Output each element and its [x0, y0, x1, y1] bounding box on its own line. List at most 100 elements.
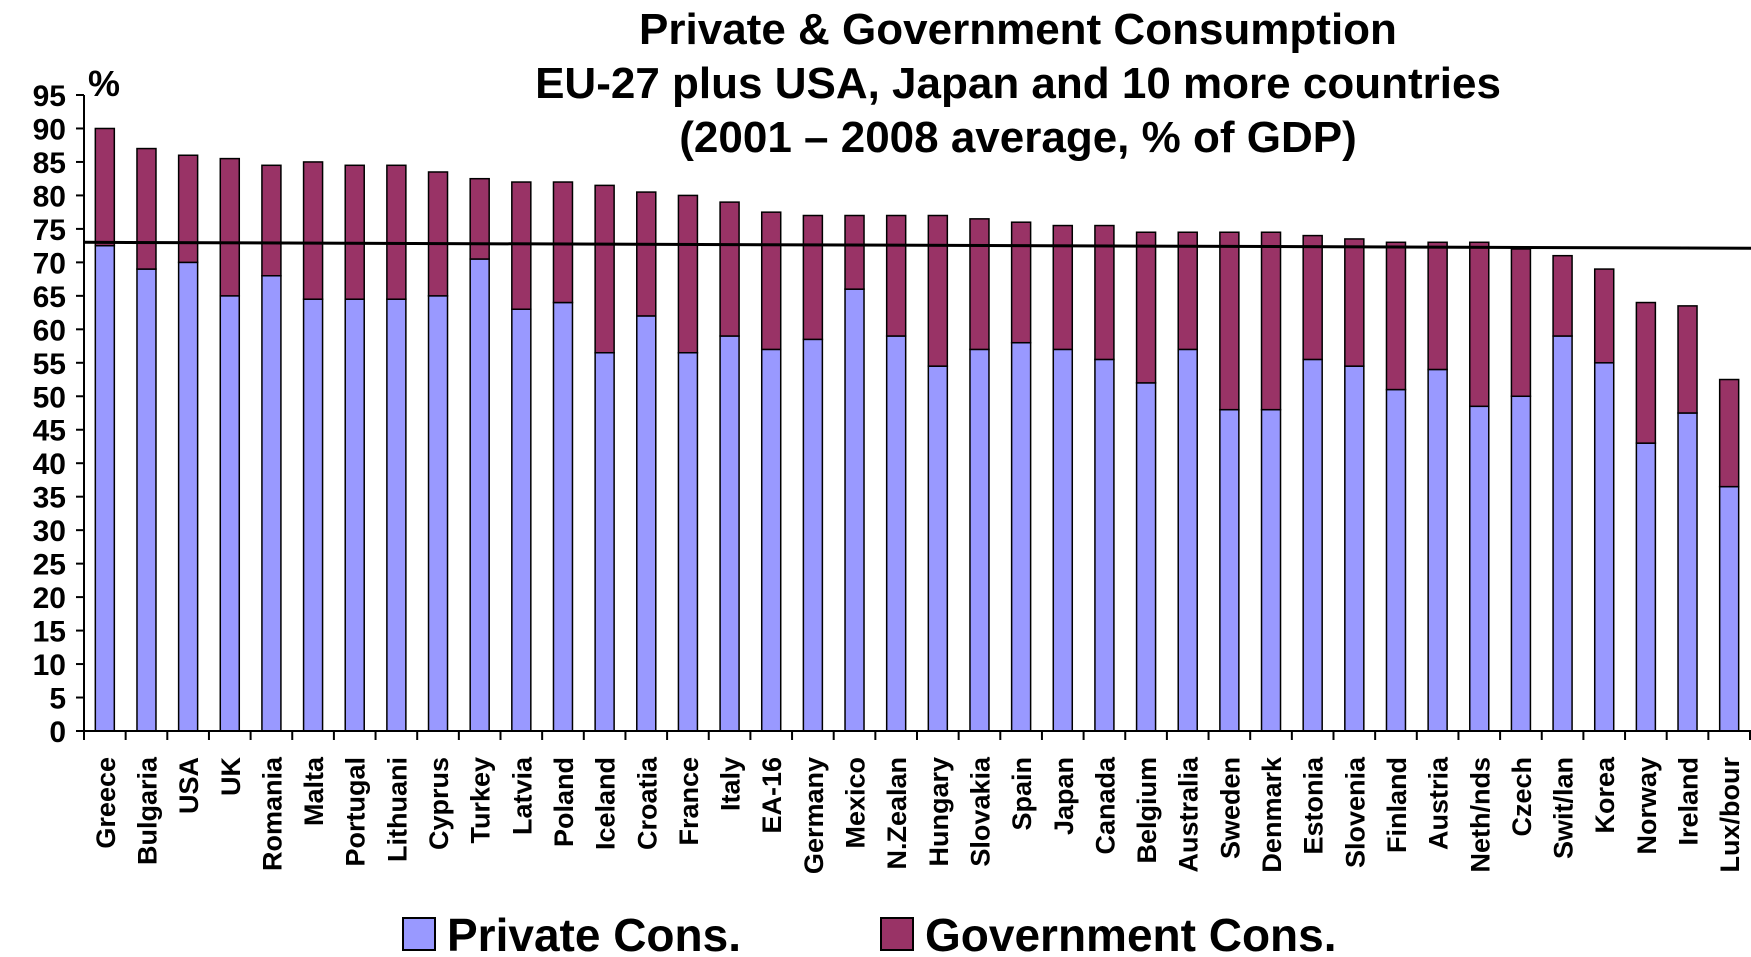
y-tick-label: 70	[33, 247, 66, 280]
bar-government-38	[1677, 305, 1698, 414]
legend-swatch-private	[402, 917, 436, 951]
x-tick-label: Neth/nds	[1465, 757, 1495, 873]
bar-government-39	[1718, 378, 1740, 488]
x-tick-label: Spain	[1007, 757, 1037, 831]
bar-private-2	[177, 261, 199, 732]
x-tick-label: Hungary	[924, 757, 954, 867]
bar-government-11	[552, 181, 574, 304]
bar-private-7	[386, 298, 407, 732]
x-tick-label: Korea	[1590, 756, 1620, 834]
chart-title: Private & Government Consumption EU-27 p…	[535, 5, 1501, 162]
bar-government-34	[1510, 248, 1532, 398]
bar-government-0	[94, 127, 116, 247]
y-tick-label: 35	[33, 482, 66, 515]
chart-title-line-2: EU-27 plus USA, Japan and 10 more countr…	[535, 59, 1501, 108]
bar-private-32	[1427, 368, 1448, 732]
bars	[94, 127, 1740, 732]
x-tick-label: Germany	[799, 757, 829, 874]
y-tick-label: 80	[33, 180, 66, 213]
bar-private-15	[719, 335, 740, 732]
x-tick-label: EA-16	[757, 757, 787, 834]
bar-government-10	[511, 181, 532, 310]
bar-private-22	[1010, 341, 1032, 732]
bar-private-37	[1635, 442, 1657, 732]
y-axis-unit-label: %	[88, 63, 120, 104]
bar-private-30	[1344, 365, 1365, 732]
x-tick-label: Denmark	[1257, 756, 1287, 873]
x-tick-label: Norway	[1632, 757, 1662, 855]
bar-private-9	[469, 258, 490, 732]
bar-government-37	[1635, 301, 1657, 444]
y-tick-label: 65	[33, 281, 66, 314]
x-tick-label: Sweden	[1215, 757, 1245, 859]
x-tick-label: Lux/bour	[1715, 757, 1745, 873]
bar-government-36	[1593, 268, 1615, 364]
bar-government-9	[469, 177, 490, 260]
bar-government-26	[1177, 231, 1198, 351]
x-tick-label: Australia	[1174, 756, 1204, 873]
bar-private-38	[1677, 412, 1698, 732]
bar-private-5	[302, 298, 324, 732]
x-axis: Greece Bulgaria USA UK Romania Malta Portugal L…	[83, 730, 1751, 874]
bar-private-0	[94, 244, 116, 732]
bar-private-39	[1718, 485, 1740, 732]
bar-private-36	[1593, 362, 1615, 732]
bar-government-31	[1385, 241, 1407, 391]
legend-swatch-government	[880, 917, 914, 951]
bar-private-6	[344, 298, 365, 732]
bar-private-21	[969, 348, 990, 732]
legend-label-private: Private Cons.	[447, 909, 741, 957]
bar-private-31	[1385, 388, 1407, 732]
reference-line	[83, 240, 1751, 250]
x-tick-label: Canada	[1090, 756, 1120, 855]
x-tick-label: Slovakia	[965, 756, 995, 867]
bar-government-30	[1344, 238, 1365, 367]
bar-government-29	[1302, 234, 1323, 361]
bar-private-18	[844, 288, 865, 732]
legend: Private Cons. Government Cons.	[402, 909, 1337, 957]
x-tick-label: Malta	[299, 756, 329, 826]
bar-government-8	[427, 171, 449, 297]
bar-government-3	[219, 157, 241, 297]
x-tick-label: Finland	[1382, 757, 1412, 853]
bar-government-2	[177, 154, 199, 264]
y-tick-label: 60	[33, 314, 66, 347]
bar-government-15	[719, 201, 740, 337]
bar-government-12	[594, 184, 615, 354]
x-tick-label: Estonia	[1299, 756, 1329, 855]
y-tick-label: 10	[33, 649, 66, 682]
bar-private-8	[427, 295, 449, 732]
bar-government-14	[677, 194, 699, 354]
bar-government-1	[136, 147, 157, 270]
y-tick-label: 90	[33, 113, 66, 146]
bar-private-14	[677, 351, 699, 732]
x-tick-label: Romania	[257, 756, 287, 871]
bar-private-23	[1052, 348, 1074, 732]
bar-private-34	[1510, 395, 1532, 732]
bar-government-13	[636, 191, 657, 317]
bar-government-27	[1219, 231, 1240, 411]
y-tick-label: 95	[33, 80, 66, 113]
bar-government-7	[386, 164, 407, 300]
y-tick-label: 85	[33, 147, 66, 180]
y-tick-label: 55	[33, 348, 66, 381]
bar-private-19	[885, 335, 907, 732]
x-tick-label: Ireland	[1674, 757, 1704, 846]
y-tick-label: 40	[33, 448, 66, 481]
bar-government-4	[261, 164, 282, 277]
y-tick-label: 5	[49, 683, 66, 716]
x-tick-label: Iceland	[591, 757, 621, 850]
bar-government-17	[802, 214, 824, 341]
bar-private-33	[1469, 405, 1490, 732]
x-tick-label: Austria	[1424, 756, 1454, 850]
bar-government-20	[927, 214, 949, 367]
x-tick-label: Bulgaria	[132, 756, 162, 865]
x-tick-label: Cyprus	[424, 757, 454, 850]
y-tick-label: 30	[33, 515, 66, 548]
y-tick-label: 0	[49, 716, 66, 749]
y-tick-label: 75	[33, 214, 66, 247]
bar-government-32	[1427, 241, 1448, 371]
bar-private-3	[219, 295, 241, 732]
